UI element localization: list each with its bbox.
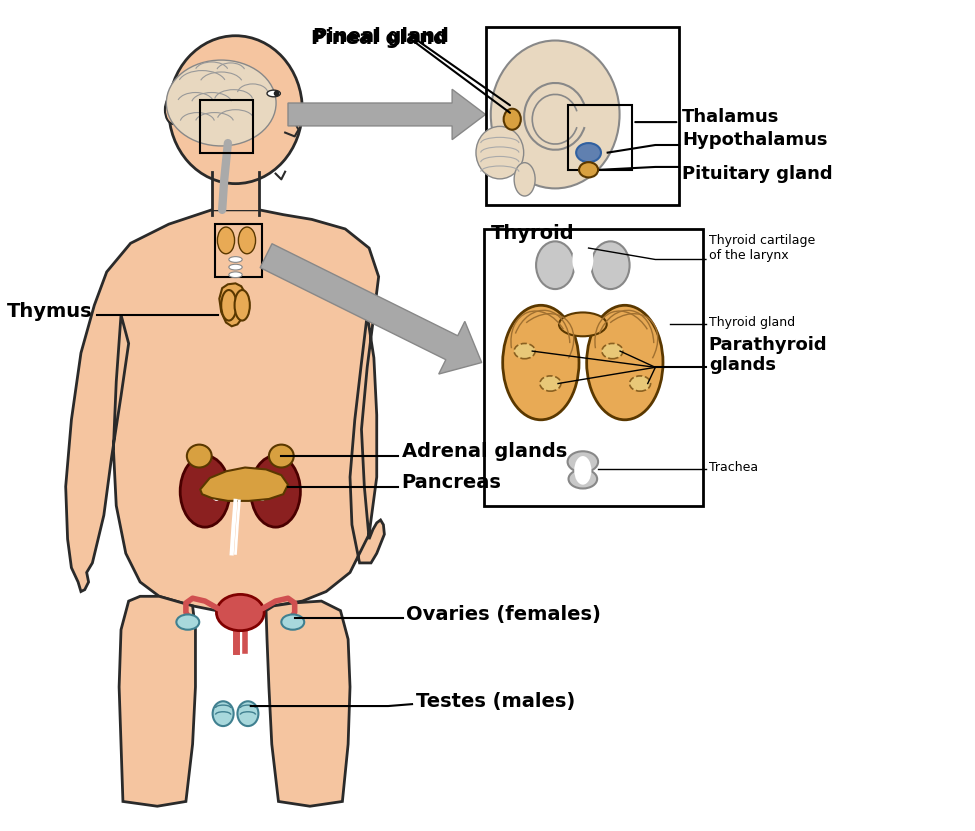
Polygon shape — [212, 172, 259, 210]
Ellipse shape — [187, 445, 212, 468]
Text: Thyroid: Thyroid — [491, 224, 575, 243]
Text: Trachea: Trachea — [709, 461, 758, 474]
Ellipse shape — [536, 241, 574, 289]
Ellipse shape — [211, 482, 222, 501]
Ellipse shape — [592, 241, 630, 289]
Polygon shape — [219, 283, 247, 327]
Ellipse shape — [216, 594, 264, 631]
Ellipse shape — [269, 445, 293, 468]
Polygon shape — [266, 601, 350, 806]
Text: Testes (males): Testes (males) — [416, 691, 575, 711]
Ellipse shape — [579, 162, 598, 178]
Text: Adrenal glands: Adrenal glands — [402, 442, 566, 460]
Ellipse shape — [229, 264, 242, 270]
Polygon shape — [65, 210, 384, 618]
Text: Ovaries (females): Ovaries (females) — [407, 605, 602, 624]
Ellipse shape — [229, 272, 242, 278]
Ellipse shape — [503, 305, 579, 420]
Polygon shape — [119, 597, 195, 806]
Ellipse shape — [476, 126, 524, 179]
Ellipse shape — [256, 482, 268, 501]
Ellipse shape — [514, 343, 535, 359]
Text: Pineal gland: Pineal gland — [311, 28, 447, 47]
Ellipse shape — [180, 455, 230, 527]
Ellipse shape — [514, 163, 535, 196]
Text: Pancreas: Pancreas — [402, 474, 501, 492]
Ellipse shape — [238, 701, 258, 726]
Text: Thymus: Thymus — [7, 302, 93, 322]
Text: Pineal gland: Pineal gland — [313, 27, 448, 46]
Text: Thyroid cartilage
of the larynx: Thyroid cartilage of the larynx — [709, 234, 815, 262]
FancyBboxPatch shape — [484, 229, 703, 506]
Polygon shape — [260, 243, 482, 374]
Ellipse shape — [576, 143, 601, 162]
Ellipse shape — [559, 312, 606, 337]
Ellipse shape — [567, 451, 598, 472]
Ellipse shape — [540, 376, 561, 391]
Ellipse shape — [274, 91, 280, 96]
Ellipse shape — [235, 290, 250, 321]
Ellipse shape — [229, 257, 242, 263]
Ellipse shape — [490, 41, 619, 189]
Ellipse shape — [213, 701, 234, 726]
Polygon shape — [200, 468, 288, 501]
Ellipse shape — [165, 96, 182, 124]
Ellipse shape — [568, 470, 597, 489]
Text: Hypothalamus: Hypothalamus — [682, 131, 828, 150]
Ellipse shape — [267, 90, 281, 96]
Ellipse shape — [221, 290, 237, 321]
Ellipse shape — [282, 614, 304, 630]
Ellipse shape — [574, 456, 592, 484]
Text: Pituitary gland: Pituitary gland — [682, 165, 833, 183]
Ellipse shape — [587, 305, 663, 420]
Ellipse shape — [238, 227, 255, 253]
Ellipse shape — [504, 109, 521, 130]
FancyBboxPatch shape — [487, 27, 680, 205]
Ellipse shape — [169, 36, 302, 184]
Ellipse shape — [176, 614, 199, 630]
Ellipse shape — [572, 240, 594, 278]
Ellipse shape — [167, 60, 276, 146]
Polygon shape — [288, 89, 486, 140]
Text: Thyroid gland: Thyroid gland — [709, 316, 795, 329]
Text: Thalamus: Thalamus — [682, 108, 779, 126]
Ellipse shape — [630, 376, 650, 391]
Text: Parathyroid
glands: Parathyroid glands — [709, 336, 828, 374]
Ellipse shape — [251, 455, 300, 527]
Ellipse shape — [217, 227, 235, 253]
Ellipse shape — [602, 343, 623, 359]
